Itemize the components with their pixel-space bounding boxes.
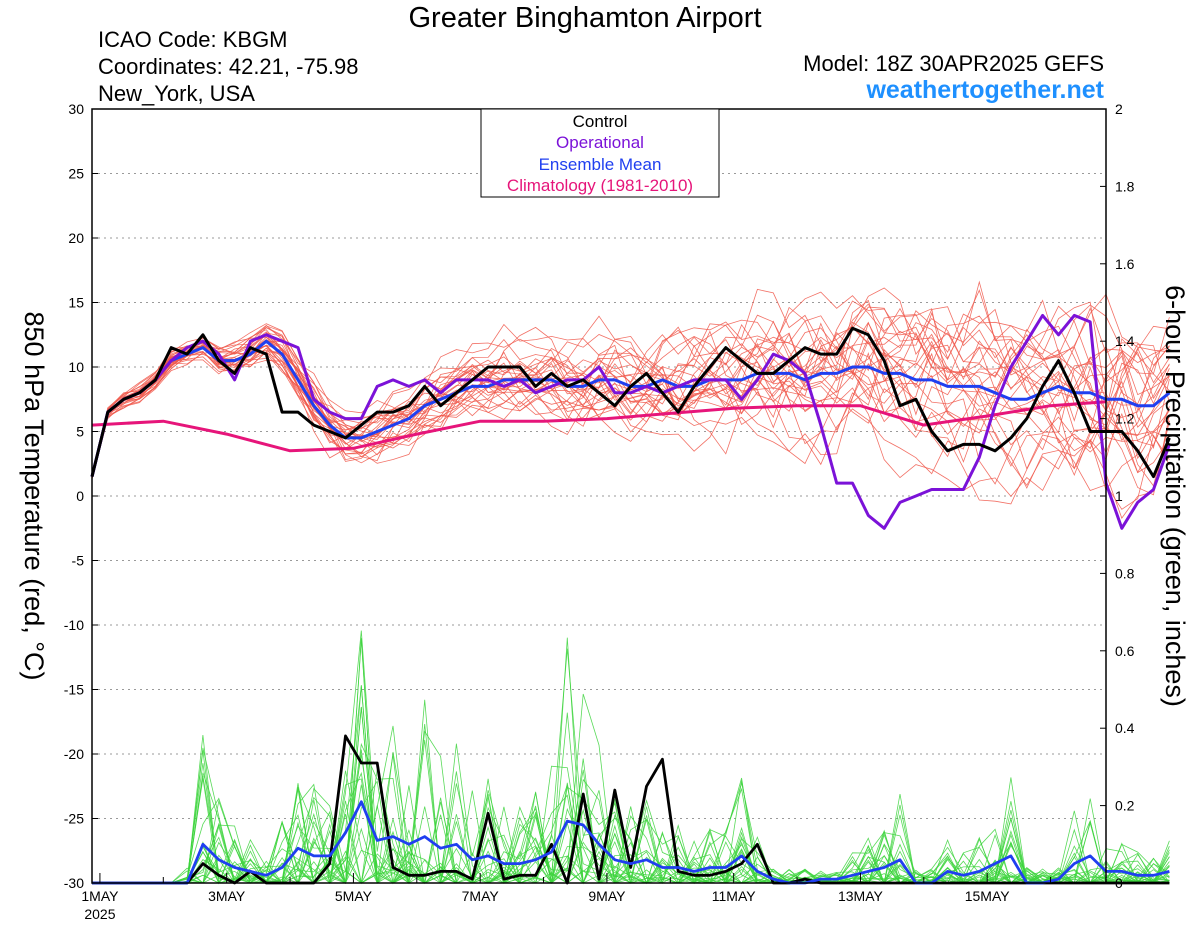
chart-title: Greater Binghamton Airport xyxy=(408,2,762,34)
x-tick-sublabel: 2025 xyxy=(84,906,115,922)
right-tick-label: 1.4 xyxy=(1115,333,1135,349)
climatology-line xyxy=(91,400,1107,453)
legend-box xyxy=(480,108,720,198)
precipitation-member-line xyxy=(92,637,1170,884)
site-link[interactable]: weathertogether.net xyxy=(866,76,1104,104)
right-y-axis: 2 1.8 1.6 1.4 1.2 1 0.8 0.6 0.4 0.2 0 xyxy=(1100,101,1135,891)
precipitation-member-line xyxy=(92,730,1170,885)
right-tick-label: 2 xyxy=(1115,101,1123,117)
x-tick-label: 13MAY xyxy=(838,888,884,904)
left-tick-label: 30 xyxy=(68,101,84,117)
legend: Control Operational Ensemble Mean Climat… xyxy=(480,108,720,198)
x-tick-label: 7MAY xyxy=(462,888,500,904)
left-tick-label: 5 xyxy=(76,424,84,440)
right-axis-label: 6-hour Precipitation (green, inches) xyxy=(1160,285,1190,707)
right-tick-label: 0.6 xyxy=(1115,643,1135,659)
precipitation-ensemble-members xyxy=(92,630,1170,885)
mean-precipitation-line xyxy=(92,800,1170,885)
temperature-member-line xyxy=(91,287,1170,476)
temperature-member-line xyxy=(91,307,1170,474)
temperature-member-line xyxy=(91,342,1170,505)
legend-ensemble-mean: Ensemble Mean xyxy=(539,155,662,174)
legend-climatology: Climatology (1981-2010) xyxy=(507,176,693,195)
plot-frame xyxy=(91,108,1107,884)
left-tick-label: -10 xyxy=(64,617,84,633)
left-axis-label: 850 hPa Temperature (red, °C) xyxy=(19,312,49,681)
operational-temperature-line xyxy=(90,313,1171,530)
x-tick-label: 3MAY xyxy=(208,888,246,904)
precipitation-member-line xyxy=(92,648,1170,885)
temperature-ensemble-members xyxy=(91,280,1170,519)
temperature-member-line xyxy=(91,300,1170,476)
precipitation-member-line xyxy=(92,637,1170,884)
control-precipitation-line xyxy=(92,734,1170,885)
right-tick-label: 1.8 xyxy=(1115,178,1135,194)
legend-control: Control xyxy=(573,112,628,131)
left-tick-label: -30 xyxy=(64,875,84,891)
temperature-member-line xyxy=(91,323,1170,497)
temperature-member-line xyxy=(91,314,1170,480)
right-tick-label: 0.4 xyxy=(1115,720,1135,736)
precipitation-member-line xyxy=(92,638,1170,885)
temperature-member-line xyxy=(91,301,1170,477)
right-tick-label: 1 xyxy=(1115,488,1123,504)
right-tick-label: 0.2 xyxy=(1115,798,1135,814)
left-tick-label: -15 xyxy=(64,682,84,698)
left-tick-label: 20 xyxy=(68,230,84,246)
control-temperature-line xyxy=(90,326,1171,479)
temperature-member-line xyxy=(91,306,1170,477)
x-tick-label: 11MAY xyxy=(712,888,756,904)
legend-operational: Operational xyxy=(556,133,644,152)
temperature-member-line xyxy=(91,280,1170,479)
left-tick-label: -5 xyxy=(72,553,85,569)
temperature-member-line xyxy=(91,332,1170,485)
left-tick-label: 25 xyxy=(68,166,84,182)
x-axis: 1MAY 2025 3MAY 5MAY 7MAY 9MAY 11MAY 13MAY 15MAY xyxy=(81,873,1052,922)
right-tick-label: 0 xyxy=(1115,875,1123,891)
right-tick-label: 1.2 xyxy=(1115,411,1135,427)
left-y-axis: 30 25 20 15 10 5 0 -5 -10 -15 -20 -25 -30 xyxy=(64,101,98,891)
temperature-member-line xyxy=(91,299,1170,478)
temperature-member-line xyxy=(91,346,1170,479)
temperature-member-line xyxy=(91,299,1170,478)
left-tick-label: -20 xyxy=(64,746,84,762)
x-tick-label: 15MAY xyxy=(965,888,1011,904)
right-tick-label: 0.8 xyxy=(1115,565,1135,581)
x-tick-label: 9MAY xyxy=(588,888,626,904)
left-tick-label: 0 xyxy=(76,488,84,504)
precipitation-member-line xyxy=(92,790,1170,885)
x-tick-label: 5MAY xyxy=(335,888,373,904)
left-tick-label: 15 xyxy=(68,295,84,311)
temperature-member-line xyxy=(91,332,1170,487)
right-tick-label: 1.6 xyxy=(1115,256,1135,272)
model-run-label: Model: 18Z 30APR2025 GEFS xyxy=(803,51,1104,76)
station-location: New_York, USA xyxy=(98,81,255,106)
left-tick-label: -25 xyxy=(64,811,84,827)
chart-grid xyxy=(92,173,1106,819)
temperature-member-line xyxy=(91,303,1170,510)
x-tick-label: 1MAY xyxy=(81,888,119,904)
temperature-member-line xyxy=(91,333,1170,496)
left-tick-label: 10 xyxy=(68,359,84,375)
station-coordinates: Coordinates: 42.21, -75.98 xyxy=(98,54,359,79)
station-icao-code: ICAO Code: KBGM xyxy=(98,27,288,52)
